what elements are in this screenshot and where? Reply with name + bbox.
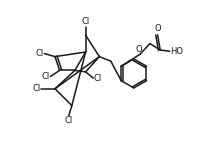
Text: Cl: Cl	[35, 49, 43, 58]
Text: Cl: Cl	[41, 72, 50, 81]
Text: O: O	[136, 45, 142, 54]
Text: Cl: Cl	[32, 84, 41, 93]
Text: O: O	[154, 24, 161, 33]
Text: Cl: Cl	[81, 17, 90, 26]
Text: Cl: Cl	[64, 116, 73, 125]
Text: Cl: Cl	[94, 74, 102, 83]
Text: HO: HO	[170, 47, 183, 56]
